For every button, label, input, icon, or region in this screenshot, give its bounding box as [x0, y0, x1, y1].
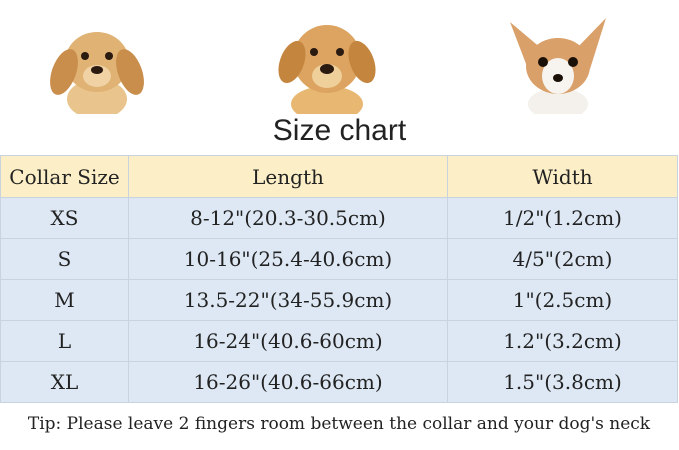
- tip-row: Tip: Please leave 2 fingers room between…: [0, 402, 678, 444]
- header-width: Width: [447, 155, 678, 198]
- size-cell: XS: [0, 197, 129, 239]
- size-cell: M: [0, 279, 129, 321]
- puppy-photo-2: [278, 25, 376, 114]
- width-cell: 4/5"(2cm): [447, 238, 678, 280]
- size-cell: S: [0, 238, 129, 280]
- width-cell: 1.5"(3.8cm): [447, 361, 678, 403]
- table-row: S 10-16"(25.4-40.6cm) 4/5"(2cm): [0, 238, 678, 280]
- length-cell: 8-12"(20.3-30.5cm): [128, 197, 448, 239]
- width-cell: 1/2"(1.2cm): [447, 197, 678, 239]
- length-cell: 16-24"(40.6-60cm): [128, 320, 448, 362]
- puppy-photo-1: [50, 32, 144, 114]
- table-row: XS 8-12"(20.3-30.5cm) 1/2"(1.2cm): [0, 197, 678, 239]
- length-cell: 16-26"(40.6-66cm): [128, 361, 448, 403]
- chihuahua-photo: [510, 18, 606, 114]
- header-collar-size: Collar Size: [0, 155, 129, 198]
- width-cell: 1"(2.5cm): [447, 279, 678, 321]
- size-table: Collar Size Length Width XS 8-12"(20.3-3…: [0, 155, 678, 444]
- table-row: XL 16-26"(40.6-66cm) 1.5"(3.8cm): [0, 361, 678, 403]
- length-cell: 13.5-22"(34-55.9cm): [128, 279, 448, 321]
- table-row: M 13.5-22"(34-55.9cm) 1"(2.5cm): [0, 279, 678, 321]
- length-cell: 10-16"(25.4-40.6cm): [128, 238, 448, 280]
- width-cell: 1.2"(3.2cm): [447, 320, 678, 362]
- table-row: L 16-24"(40.6-60cm) 1.2"(3.2cm): [0, 320, 678, 362]
- header-row: Collar Size Length Width: [0, 155, 678, 198]
- header-length: Length: [128, 155, 448, 198]
- size-cell: L: [0, 320, 129, 362]
- tip-text: Tip: Please leave 2 fingers room between…: [0, 402, 678, 444]
- size-cell: XL: [0, 361, 129, 403]
- chart-title: Size chart: [272, 114, 407, 147]
